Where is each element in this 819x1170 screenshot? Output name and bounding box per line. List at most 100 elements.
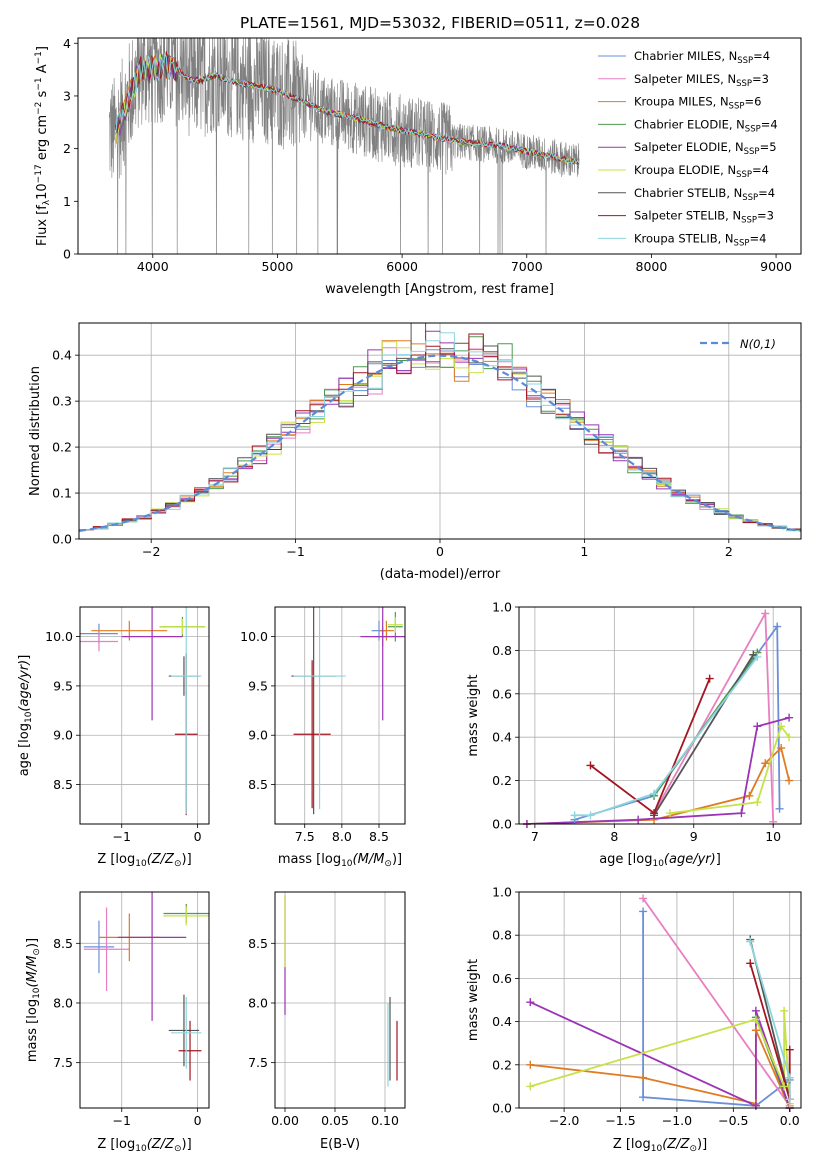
series-salpeter-stelib-marker xyxy=(785,1045,794,1054)
legend-label: Salpeter MILES, NSSP=3 xyxy=(634,72,769,89)
plot-area xyxy=(529,897,791,1108)
series-salpeter-elodie-marker xyxy=(526,998,535,1007)
x-tick-label: 7 xyxy=(531,829,539,844)
series-chabrier-stelib-line xyxy=(653,654,755,816)
legend-label: Kroupa MILES, NSSP=6 xyxy=(634,95,761,112)
figure-title: PLATE=1561, MJD=53032, FIBERID=0511, z=0… xyxy=(240,14,640,32)
y-tick-label: 0.0 xyxy=(52,532,72,547)
y-tick-label: 0.0 xyxy=(492,817,512,832)
series-kroupa-elodie-marker xyxy=(526,1082,535,1091)
x-tick-label: −1 xyxy=(113,829,131,844)
y-tick-label: 8.5 xyxy=(248,777,268,792)
y-tick-label: 3 xyxy=(63,88,71,103)
plot-area xyxy=(79,323,801,532)
x-tick-label: 0.05 xyxy=(321,1113,349,1128)
series-kroupa-stelib-marker xyxy=(785,1095,794,1104)
observed-spectrum-line xyxy=(108,38,580,254)
axes-frame xyxy=(274,891,406,1109)
x-tick-label: −0.5 xyxy=(718,1113,748,1128)
y-tick-label: 0.4 xyxy=(492,1014,512,1029)
series-kroupa-elodie-line xyxy=(530,1010,791,1104)
y-axis-label: Flux [fλ10−17 erg cm−2 s−1 A−1] xyxy=(34,46,52,246)
x-axis-label: age [log10(age/yr)] xyxy=(599,852,721,869)
x-axis-label: E(B-V) xyxy=(320,1137,360,1152)
y-tick-label: 0.1 xyxy=(52,486,72,501)
y-tick-label: 0.8 xyxy=(492,928,512,943)
x-tick-label: 6000 xyxy=(386,259,418,274)
legend: Chabrier MILES, NSSP=4 Salpeter MILES, NS… xyxy=(598,49,778,248)
x-tick-label: −2.0 xyxy=(549,1113,579,1128)
y-tick-label: 0.2 xyxy=(492,1057,512,1072)
x-tick-label: 7.5 xyxy=(295,829,315,844)
y-tick-label: 9.5 xyxy=(248,678,268,693)
x-axis-label: mass [log10(M/M⊙)] xyxy=(278,852,402,869)
y-tick-label: 10.0 xyxy=(45,629,73,644)
x-tick-label: 0 xyxy=(194,829,202,844)
spectrum-plot: 4000 5000 6000 7000 8000 9000 0 1 2 3 4 wavelength … xyxy=(34,36,802,297)
x-tick-label: 0.0 xyxy=(780,1113,800,1128)
x-tick-label: 9 xyxy=(690,829,698,844)
histogram-chabrier-stelib-step xyxy=(79,323,801,531)
legend-label: Chabrier MILES, NSSP=4 xyxy=(634,49,770,66)
y-tick-label: 8.5 xyxy=(53,777,73,792)
x-tick-label: −1 xyxy=(113,1113,131,1128)
x-tick-label: 8.5 xyxy=(369,829,389,844)
normal-distribution-curve xyxy=(79,354,801,532)
series-kroupa-stelib-marker xyxy=(650,789,659,798)
plot-area xyxy=(291,607,405,815)
plot-area xyxy=(526,610,790,824)
x-tick-label: 8.0 xyxy=(332,829,352,844)
series-salpeter-elodie-line xyxy=(529,1001,791,1108)
x-axis-label: Z [log10(Z/Z⊙)] xyxy=(97,852,191,869)
series-kroupa-miles-marker xyxy=(526,1060,535,1069)
x-tick-label: 4000 xyxy=(137,259,169,274)
y-tick-label: 8.0 xyxy=(53,995,73,1010)
y-tick-label: 8.5 xyxy=(53,936,73,951)
x-tick-label: 0.10 xyxy=(371,1113,399,1128)
legend-label: Salpeter STELIB, NSSP=3 xyxy=(634,209,774,226)
series-kroupa-elodie-line xyxy=(669,724,790,814)
series-salpeter-elodie-marker xyxy=(751,1101,760,1110)
legend-label: Kroupa STELIB, NSSP=4 xyxy=(634,231,766,248)
axes-frame xyxy=(79,891,210,1109)
series-kroupa-stelib-marker xyxy=(746,937,755,946)
legend-label: N(0,1) xyxy=(740,337,776,351)
x-axis-label: Z [log10(Z/Z⊙)] xyxy=(97,1137,191,1154)
series-kroupa-miles-line xyxy=(530,1029,791,1108)
plot-area xyxy=(284,895,398,1087)
axes-frame xyxy=(274,606,406,825)
series-salpeter-elodie-marker xyxy=(737,809,746,818)
x-tick-label: 8000 xyxy=(636,259,668,274)
plot-area xyxy=(80,607,206,816)
mass-vs-metallicity-plot: −1 0 7.5 8.0 8.5 Z [log10(Z/Z⊙)] mass [log10(M… xyxy=(25,891,210,1154)
series-salpeter-miles-marker xyxy=(639,894,648,903)
age-vs-mass-plot: 7.5 8.0 8.5 8.5 9.0 9.5 10.0 mass [log10(M/M⊙)] xyxy=(240,606,406,869)
series-kroupa-stelib-marker xyxy=(586,811,595,820)
series-kroupa-miles-marker xyxy=(745,791,754,800)
y-tick-label: 0.4 xyxy=(492,730,512,745)
age-vs-metallicity-plot: −1 0 8.5 9.0 9.5 10.0 Z [log10(Z/Z⊙)] age [log1… xyxy=(17,606,210,869)
x-tick-label: 0.00 xyxy=(271,1113,299,1128)
series-salpeter-miles-line xyxy=(642,897,791,1107)
legend-label: Kroupa ELODIE, NSSP=4 xyxy=(634,163,769,180)
y-tick-label: 7.5 xyxy=(53,1055,73,1070)
x-axis-label: wavelength [Angstrom, rest frame] xyxy=(325,282,554,297)
series-kroupa-elodie-marker xyxy=(777,722,786,731)
series-kroupa-elodie-marker xyxy=(665,809,674,818)
y-axis-label: mass [log10(M/M⊙)] xyxy=(25,938,42,1062)
y-axis-label: mass weight xyxy=(466,959,481,1041)
axes-frame xyxy=(518,891,802,1109)
y-tick-label: 0.2 xyxy=(492,773,512,788)
x-tick-label: −1.5 xyxy=(605,1113,635,1128)
series-salpeter-stelib-marker xyxy=(650,809,659,818)
series-salpeter-stelib-marker xyxy=(705,674,714,683)
legend-label: Chabrier STELIB, NSSP=4 xyxy=(634,186,775,203)
series-chabrier-miles-marker xyxy=(775,804,784,813)
y-tick-label: 8.0 xyxy=(248,995,268,1010)
x-tick-label: 10 xyxy=(765,829,781,844)
y-tick-label: 10.0 xyxy=(240,629,268,644)
x-tick-label: 1 xyxy=(580,544,588,559)
x-axis-label: (data-model)/error xyxy=(380,567,501,582)
series-kroupa-elodie-marker xyxy=(780,1006,789,1015)
y-tick-label: 9.5 xyxy=(53,678,73,693)
